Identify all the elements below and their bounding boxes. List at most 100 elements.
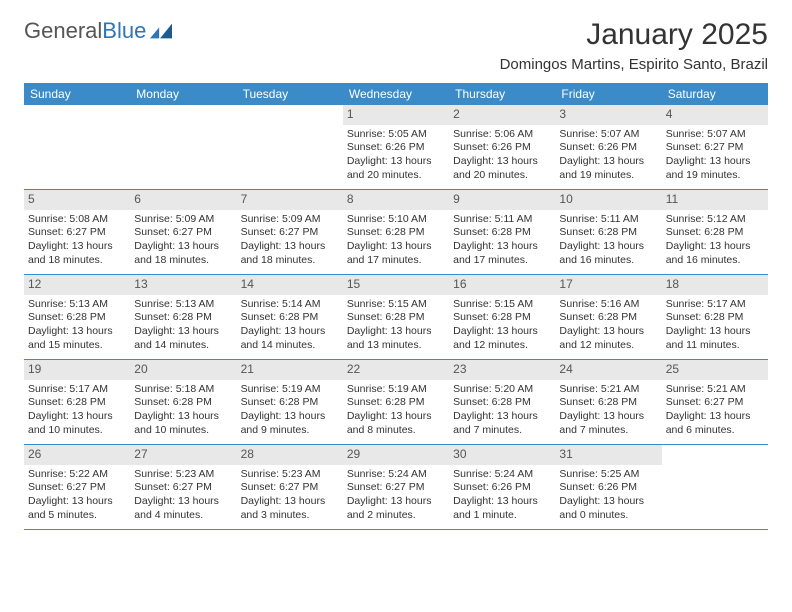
day-number: 8 <box>343 190 449 210</box>
sunset-line: Sunset: 6:28 PM <box>241 396 339 410</box>
day-number: 21 <box>237 360 343 380</box>
sunset-line: Sunset: 6:26 PM <box>453 141 551 155</box>
daylight-line-1: Daylight: 13 hours <box>559 325 657 339</box>
day-number: 31 <box>555 445 661 465</box>
sunset-line: Sunset: 6:27 PM <box>666 396 764 410</box>
weeks-container: 1Sunrise: 5:05 AMSunset: 6:26 PMDaylight… <box>24 105 768 530</box>
daylight-line-1: Daylight: 13 hours <box>666 155 764 169</box>
sunset-line: Sunset: 6:26 PM <box>559 141 657 155</box>
daylight-line-2: and 2 minutes. <box>347 509 445 523</box>
sunset-line: Sunset: 6:28 PM <box>559 226 657 240</box>
daylight-line-1: Daylight: 13 hours <box>559 240 657 254</box>
sunrise-line: Sunrise: 5:11 AM <box>559 213 657 227</box>
day-number: 20 <box>130 360 236 380</box>
day-number: 29 <box>343 445 449 465</box>
sunrise-line: Sunrise: 5:22 AM <box>28 468 126 482</box>
location-text: Domingos Martins, Espirito Santo, Brazil <box>500 56 768 73</box>
sunrise-line: Sunrise: 5:18 AM <box>134 383 232 397</box>
sunrise-line: Sunrise: 5:11 AM <box>453 213 551 227</box>
day-cell: 11Sunrise: 5:12 AMSunset: 6:28 PMDayligh… <box>662 190 768 274</box>
sunset-line: Sunset: 6:28 PM <box>559 396 657 410</box>
week-row: 19Sunrise: 5:17 AMSunset: 6:28 PMDayligh… <box>24 360 768 445</box>
daylight-line-1: Daylight: 13 hours <box>241 240 339 254</box>
sunset-line: Sunset: 6:28 PM <box>347 311 445 325</box>
daylight-line-2: and 3 minutes. <box>241 509 339 523</box>
daylight-line-2: and 18 minutes. <box>28 254 126 268</box>
daylight-line-1: Daylight: 13 hours <box>134 240 232 254</box>
title-block: January 2025 Domingos Martins, Espirito … <box>500 18 768 73</box>
sunset-line: Sunset: 6:28 PM <box>134 311 232 325</box>
daylight-line-1: Daylight: 13 hours <box>666 325 764 339</box>
day-number: 23 <box>449 360 555 380</box>
sunset-line: Sunset: 6:28 PM <box>134 396 232 410</box>
weekday-header: Monday <box>130 83 236 105</box>
daylight-line-1: Daylight: 13 hours <box>134 325 232 339</box>
sunrise-line: Sunrise: 5:21 AM <box>666 383 764 397</box>
sunrise-line: Sunrise: 5:05 AM <box>347 128 445 142</box>
day-cell: 25Sunrise: 5:21 AMSunset: 6:27 PMDayligh… <box>662 360 768 444</box>
daylight-line-1: Daylight: 13 hours <box>28 495 126 509</box>
day-cell: 12Sunrise: 5:13 AMSunset: 6:28 PMDayligh… <box>24 275 130 359</box>
daylight-line-2: and 0 minutes. <box>559 509 657 523</box>
sunset-line: Sunset: 6:26 PM <box>347 141 445 155</box>
day-number: 11 <box>662 190 768 210</box>
daylight-line-1: Daylight: 13 hours <box>28 325 126 339</box>
day-number: 1 <box>343 105 449 125</box>
daylight-line-2: and 5 minutes. <box>28 509 126 523</box>
daylight-line-1: Daylight: 13 hours <box>453 325 551 339</box>
day-number: 26 <box>24 445 130 465</box>
daylight-line-1: Daylight: 13 hours <box>347 155 445 169</box>
day-cell: 14Sunrise: 5:14 AMSunset: 6:28 PMDayligh… <box>237 275 343 359</box>
logo-text: GeneralBlue <box>24 18 146 44</box>
daylight-line-2: and 1 minute. <box>453 509 551 523</box>
daylight-line-1: Daylight: 13 hours <box>347 495 445 509</box>
day-cell: 27Sunrise: 5:23 AMSunset: 6:27 PMDayligh… <box>130 445 236 529</box>
day-cell: 1 Sunrise: 5:05 AMSunset: 6:26 PMDaylight… <box>343 105 449 189</box>
day-cell: 3Sunrise: 5:07 AMSunset: 6:26 PMDaylight… <box>555 105 661 189</box>
day-number: 13 <box>130 275 236 295</box>
daylight-line-2: and 16 minutes. <box>559 254 657 268</box>
daylight-line-1: Daylight: 13 hours <box>347 325 445 339</box>
day-cell <box>130 105 236 189</box>
weekday-header: Thursday <box>449 83 555 105</box>
sunset-line: Sunset: 6:28 PM <box>347 226 445 240</box>
sunrise-line: Sunrise: 5:09 AM <box>241 213 339 227</box>
daylight-line-2: and 7 minutes. <box>559 424 657 438</box>
sunset-line: Sunset: 6:27 PM <box>28 481 126 495</box>
sunset-line: Sunset: 6:27 PM <box>347 481 445 495</box>
daylight-line-1: Daylight: 13 hours <box>453 495 551 509</box>
month-title: January 2025 <box>500 18 768 52</box>
day-cell: 29Sunrise: 5:24 AMSunset: 6:27 PMDayligh… <box>343 445 449 529</box>
sunrise-line: Sunrise: 5:07 AM <box>666 128 764 142</box>
sunset-line: Sunset: 6:27 PM <box>666 141 764 155</box>
sunset-line: Sunset: 6:28 PM <box>347 396 445 410</box>
day-number: 4 <box>662 105 768 125</box>
calendar-page: GeneralBlue January 2025 Domingos Martin… <box>0 0 792 530</box>
sunrise-line: Sunrise: 5:15 AM <box>453 298 551 312</box>
day-cell: 26 Sunrise: 5:22 AMSunset: 6:27 PMDayligh… <box>24 445 130 529</box>
sunset-line: Sunset: 6:28 PM <box>453 226 551 240</box>
daylight-line-1: Daylight: 13 hours <box>559 410 657 424</box>
sunset-line: Sunset: 6:27 PM <box>28 226 126 240</box>
sunrise-line: Sunrise: 5:23 AM <box>241 468 339 482</box>
sunset-line: Sunset: 6:27 PM <box>134 226 232 240</box>
weekday-header: Tuesday <box>237 83 343 105</box>
sunset-line: Sunset: 6:28 PM <box>559 311 657 325</box>
daylight-line-1: Daylight: 13 hours <box>241 325 339 339</box>
daylight-line-2: and 7 minutes. <box>453 424 551 438</box>
sunrise-line: Sunrise: 5:12 AM <box>666 213 764 227</box>
daylight-line-1: Daylight: 13 hours <box>559 155 657 169</box>
daylight-line-2: and 16 minutes. <box>666 254 764 268</box>
sunrise-line: Sunrise: 5:15 AM <box>347 298 445 312</box>
daylight-line-2: and 12 minutes. <box>453 339 551 353</box>
daylight-line-1: Daylight: 13 hours <box>666 240 764 254</box>
sunrise-line: Sunrise: 5:24 AM <box>453 468 551 482</box>
sunset-line: Sunset: 6:28 PM <box>28 396 126 410</box>
day-cell: 31Sunrise: 5:25 AMSunset: 6:26 PMDayligh… <box>555 445 661 529</box>
daylight-line-1: Daylight: 13 hours <box>134 410 232 424</box>
day-number: 18 <box>662 275 768 295</box>
day-cell: 23Sunrise: 5:20 AMSunset: 6:28 PMDayligh… <box>449 360 555 444</box>
day-number: 19 <box>24 360 130 380</box>
daylight-line-2: and 17 minutes. <box>453 254 551 268</box>
day-cell: 8Sunrise: 5:10 AMSunset: 6:28 PMDaylight… <box>343 190 449 274</box>
